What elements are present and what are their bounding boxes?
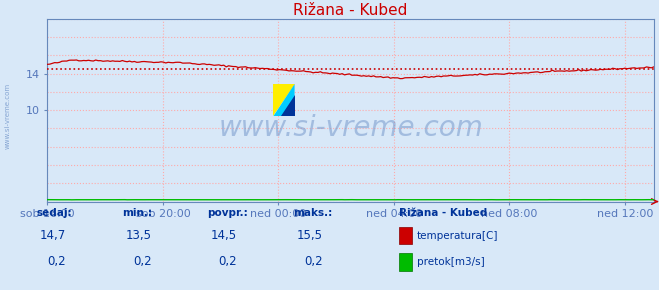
Text: pretok[m3/s]: pretok[m3/s] [417, 257, 485, 267]
Text: www.si-vreme.com: www.si-vreme.com [5, 83, 11, 149]
Polygon shape [281, 95, 295, 116]
Text: 0,2: 0,2 [219, 255, 237, 268]
Text: 0,2: 0,2 [133, 255, 152, 268]
Text: 14,5: 14,5 [211, 229, 237, 242]
Title: Rižana - Kubed: Rižana - Kubed [293, 3, 408, 18]
Text: 0,2: 0,2 [47, 255, 66, 268]
Text: www.si-vreme.com: www.si-vreme.com [218, 115, 483, 142]
Text: 14,7: 14,7 [40, 229, 66, 242]
Text: 0,2: 0,2 [304, 255, 323, 268]
Text: povpr.:: povpr.: [208, 208, 248, 218]
Text: min.:: min.: [122, 208, 152, 218]
Text: maks.:: maks.: [293, 208, 333, 218]
Text: 13,5: 13,5 [126, 229, 152, 242]
Text: Rižana - Kubed: Rižana - Kubed [399, 208, 487, 218]
Text: sedaj:: sedaj: [36, 208, 72, 218]
Polygon shape [273, 84, 295, 116]
Text: temperatura[C]: temperatura[C] [417, 231, 499, 241]
Text: 15,5: 15,5 [297, 229, 323, 242]
Polygon shape [273, 84, 295, 116]
